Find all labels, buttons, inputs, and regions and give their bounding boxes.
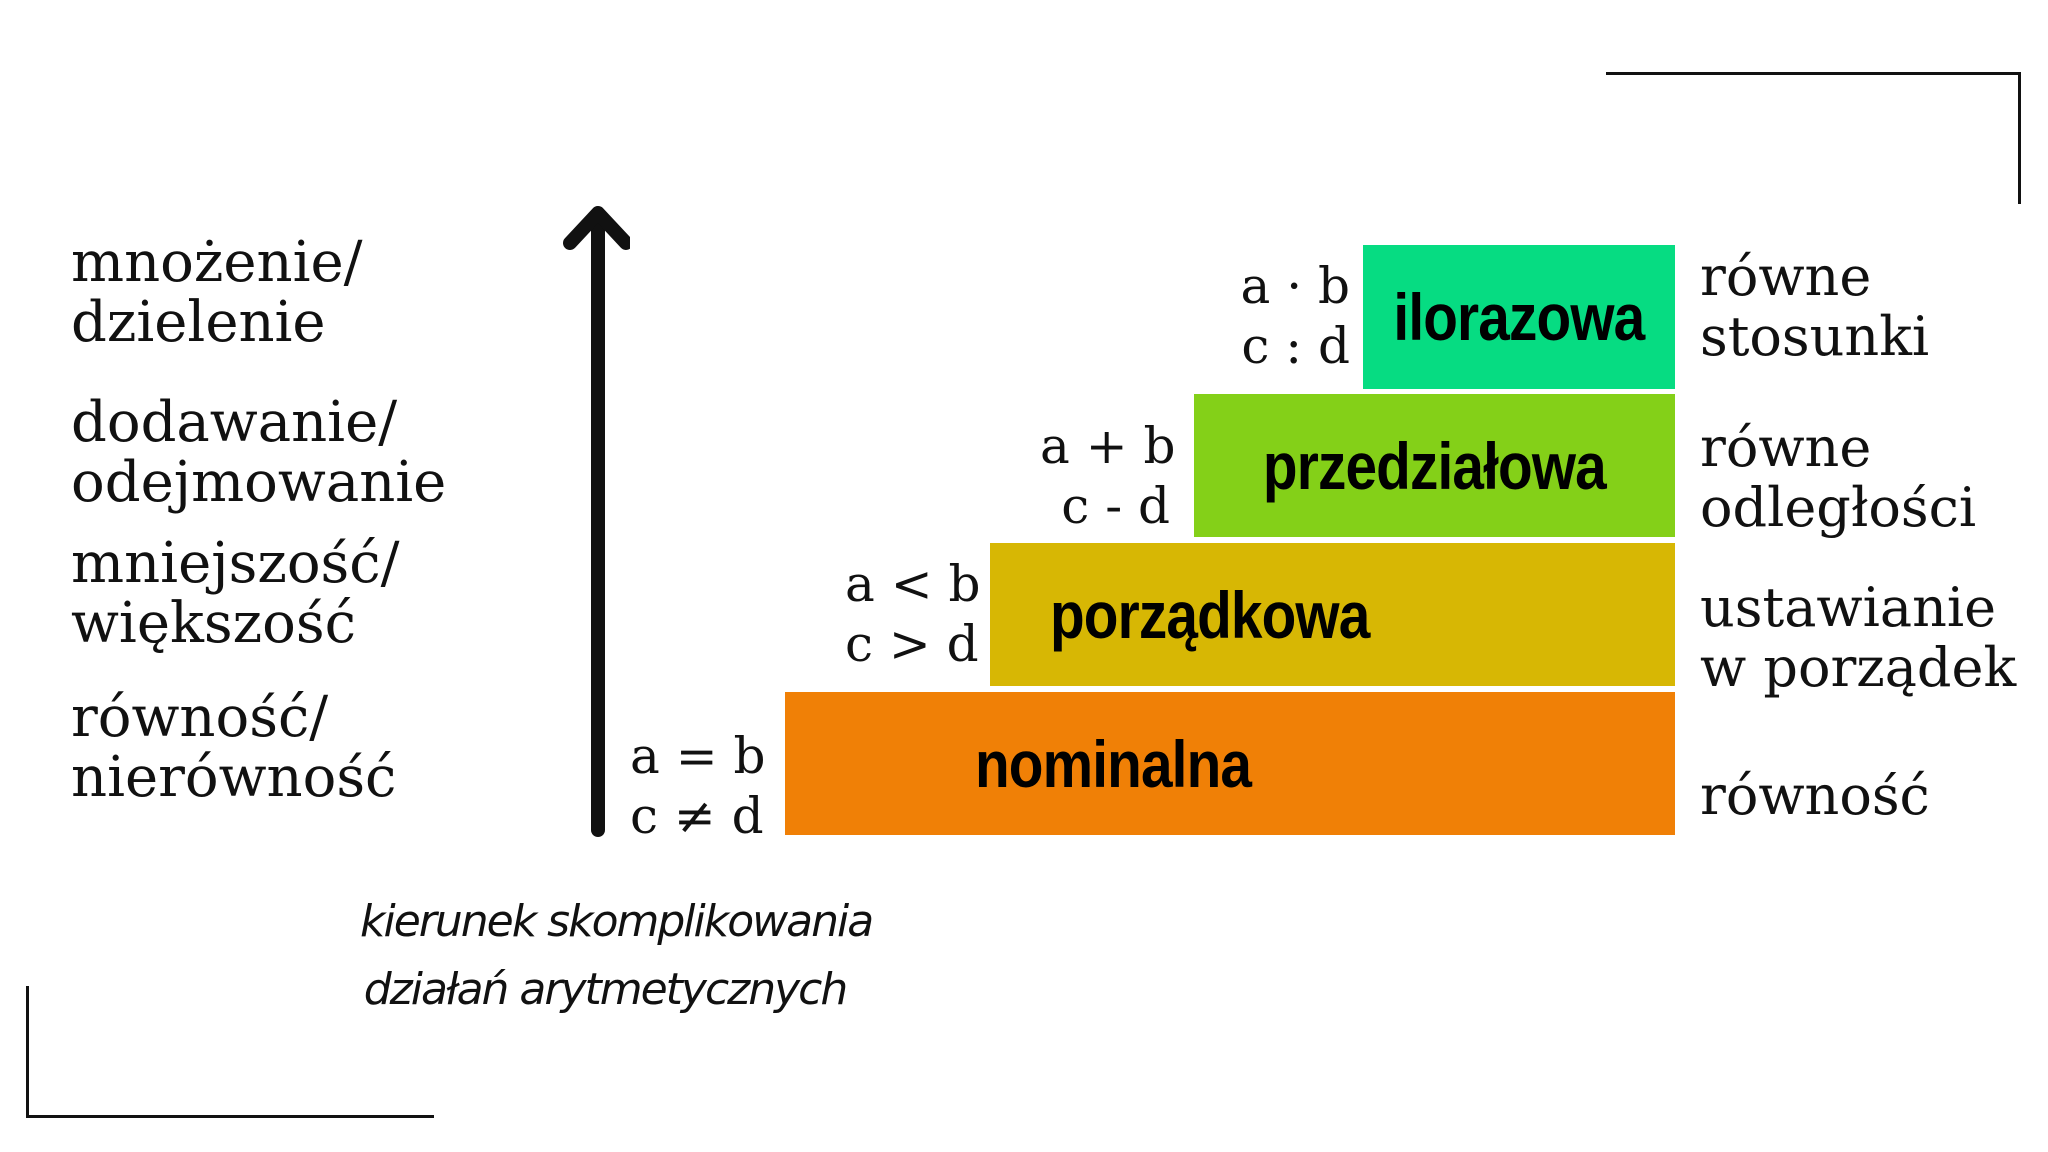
scale-bar-porzadkowa: porządkowa: [990, 543, 1675, 686]
scale-name-nominalna: nominalna: [975, 726, 1252, 801]
corner-bottom-left-horizontal: [26, 1115, 434, 1118]
operation-equality-label: równość/nierówność: [71, 685, 397, 810]
property-porzadkowa: ustawianie w porządek: [1700, 576, 2017, 699]
operation-comparison-label: mniejszość/większość: [71, 531, 400, 656]
scale-name-przedzialowa: przedziałowa: [1263, 428, 1607, 503]
complexity-direction-caption: kierunek skomplikowania działań arytmetyc…: [360, 896, 874, 1015]
property-nominalna: równość: [1700, 764, 1930, 827]
corner-bottom-left-vertical: [26, 986, 29, 1118]
property-przedzialowa: równe odległości: [1700, 416, 1977, 539]
scale-bar-ilorazowa: ilorazowa: [1363, 245, 1675, 389]
property-ilorazowa: równe stosunki: [1700, 245, 1930, 368]
corner-top-right-vertical: [2018, 72, 2021, 204]
scale-bar-przedzialowa: przedziałowa: [1194, 394, 1675, 537]
operation-multiplication-label: mnożenie/dzielenie: [71, 230, 363, 355]
corner-top-right-horizontal: [1606, 72, 2021, 75]
arrow-up-icon: [563, 206, 630, 837]
scale-name-porzadkowa: porządkowa: [1050, 577, 1370, 652]
scale-name-ilorazowa: ilorazowa: [1393, 280, 1646, 354]
operation-addition-label: dodawanie/odejmowanie: [71, 390, 447, 515]
scale-bar-nominalna: nominalna: [785, 692, 1675, 835]
